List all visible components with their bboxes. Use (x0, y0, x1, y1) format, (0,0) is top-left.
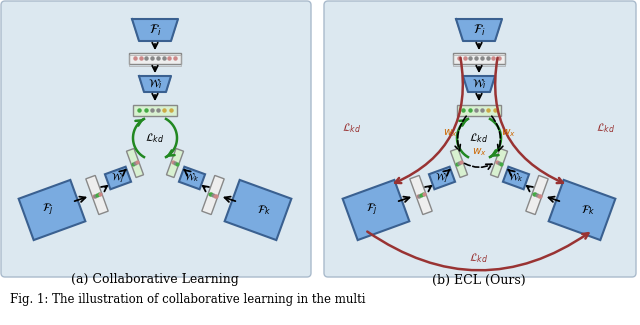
Bar (129, 53, 181, 63)
Polygon shape (451, 149, 468, 177)
Polygon shape (19, 180, 85, 240)
Polygon shape (548, 180, 616, 240)
Text: $\mathcal{F}_j$: $\mathcal{F}_j$ (366, 202, 378, 218)
Text: $\mathcal{W}_j$: $\mathcal{W}_j$ (435, 171, 449, 185)
Bar (457, 105, 501, 115)
Polygon shape (179, 167, 205, 189)
Text: $\mathcal{L}_{kd}$: $\mathcal{L}_{kd}$ (469, 131, 488, 145)
Text: (b) ECL (Ours): (b) ECL (Ours) (432, 274, 526, 287)
Text: $\mathcal{F}_k$: $\mathcal{F}_k$ (257, 203, 271, 217)
Text: $w_x$: $w_x$ (472, 146, 486, 158)
Text: $\mathcal{F}_i$: $\mathcal{F}_i$ (148, 22, 161, 38)
Bar (453, 53, 505, 63)
Polygon shape (526, 176, 548, 214)
Text: $\mathcal{W}_k$: $\mathcal{W}_k$ (184, 172, 200, 184)
Bar (129, 55, 181, 66)
Polygon shape (410, 176, 432, 214)
Text: $\mathcal{W}_i$: $\mathcal{W}_i$ (148, 77, 163, 91)
Polygon shape (456, 19, 502, 41)
Polygon shape (132, 19, 178, 41)
Polygon shape (139, 76, 171, 92)
Bar (133, 105, 177, 115)
Text: $\mathcal{F}_k$: $\mathcal{F}_k$ (581, 203, 595, 217)
Polygon shape (342, 180, 410, 240)
Polygon shape (166, 149, 184, 177)
FancyBboxPatch shape (324, 1, 636, 277)
Text: $\mathcal{F}_i$: $\mathcal{F}_i$ (473, 22, 485, 38)
Text: $\mathcal{L}_{kd}$: $\mathcal{L}_{kd}$ (342, 121, 362, 135)
Text: $w_x$: $w_x$ (443, 127, 458, 139)
Polygon shape (463, 76, 495, 92)
Text: $\mathcal{W}_k$: $\mathcal{W}_k$ (508, 172, 524, 184)
Text: $\mathcal{L}_{kd}$: $\mathcal{L}_{kd}$ (596, 121, 616, 135)
Text: Fig. 1: The illustration of collaborative learning in the multi: Fig. 1: The illustration of collaborativ… (10, 293, 365, 306)
Text: $\mathcal{L}_{kd}$: $\mathcal{L}_{kd}$ (469, 251, 488, 265)
Text: $\mathcal{W}_i$: $\mathcal{W}_i$ (472, 77, 486, 91)
Bar (453, 55, 505, 66)
Text: (a) Collaborative Learning: (a) Collaborative Learning (71, 274, 239, 287)
Polygon shape (127, 149, 143, 177)
Polygon shape (86, 176, 108, 214)
Polygon shape (429, 167, 455, 189)
Polygon shape (490, 149, 508, 177)
Text: $\mathcal{W}_j$: $\mathcal{W}_j$ (111, 171, 125, 185)
Polygon shape (225, 180, 291, 240)
Text: $\mathcal{F}_j$: $\mathcal{F}_j$ (42, 202, 54, 218)
FancyBboxPatch shape (1, 1, 311, 277)
Polygon shape (202, 176, 224, 214)
Polygon shape (105, 167, 131, 189)
Polygon shape (503, 167, 529, 189)
Text: $\mathcal{L}_{kd}$: $\mathcal{L}_{kd}$ (145, 131, 164, 145)
Text: $w_x$: $w_x$ (500, 127, 515, 139)
